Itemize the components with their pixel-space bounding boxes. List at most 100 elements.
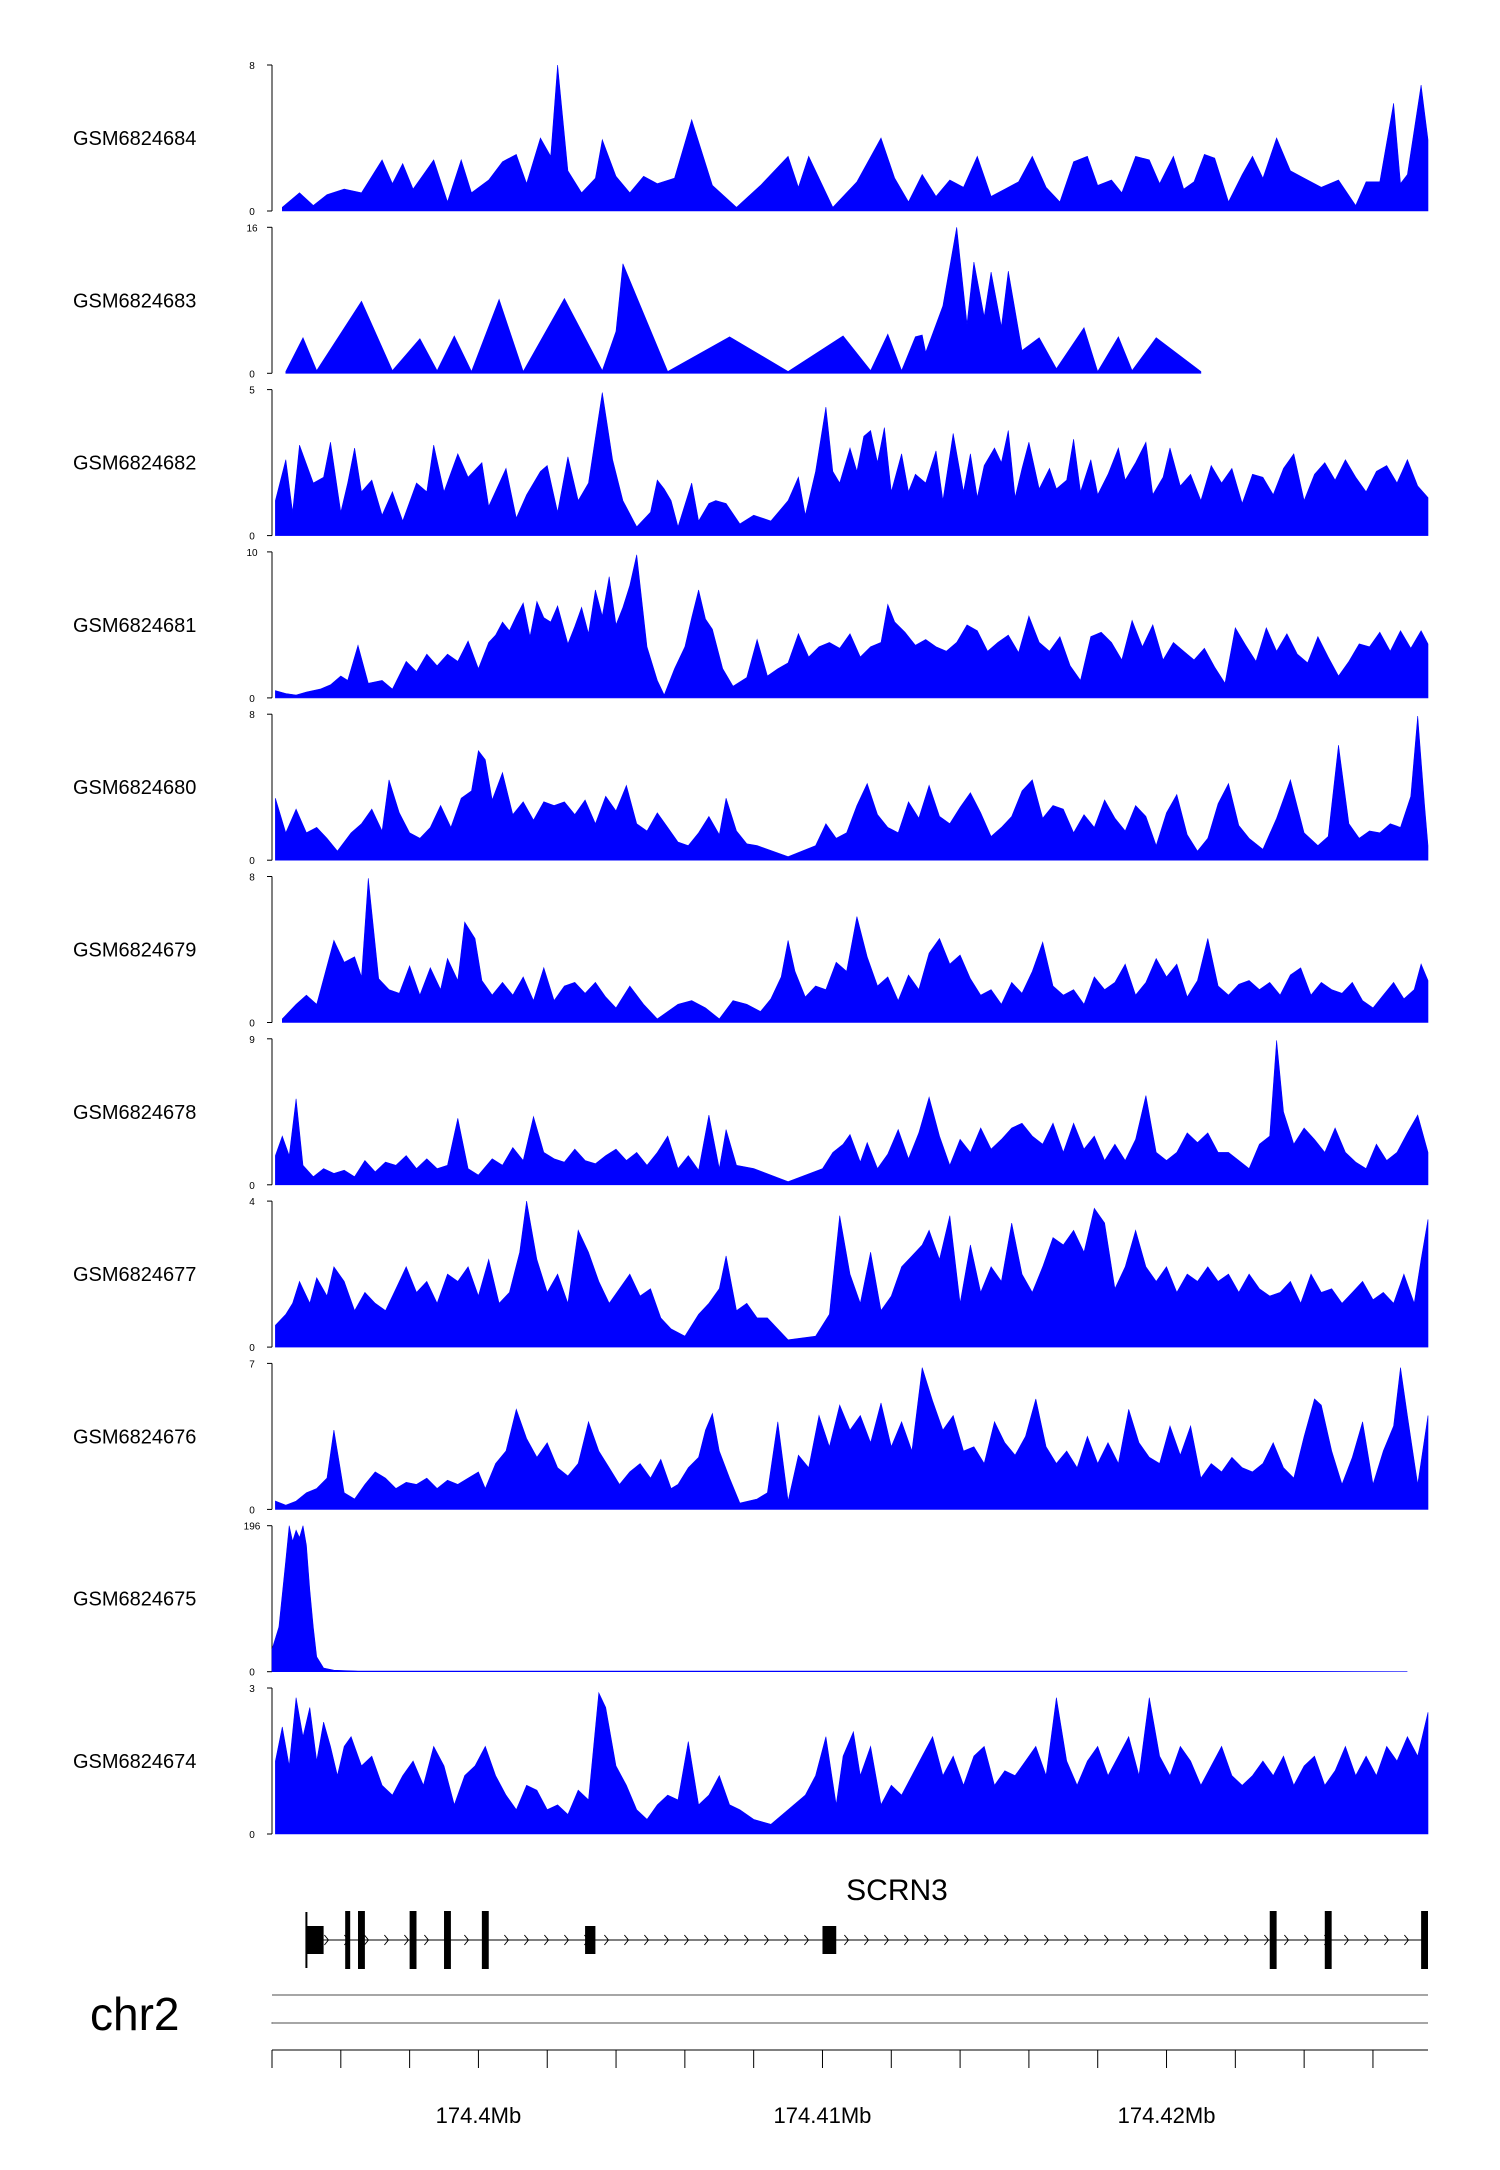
strand-arrow	[1004, 1934, 1010, 1946]
y-tick-label-min: 0	[249, 1505, 255, 1516]
strand-arrow	[1384, 1934, 1390, 1946]
strand-arrow	[464, 1934, 470, 1946]
track-GSM6824682: 5 0 GSM6824682	[73, 386, 1429, 543]
strand-arrow	[1164, 1934, 1170, 1946]
y-tick-label-min: 0	[249, 856, 255, 867]
y-tick-label-max: 9	[249, 1035, 255, 1046]
y-tick-label-min: 0	[249, 1830, 255, 1841]
strand-arrow	[1104, 1934, 1110, 1946]
y-tick-label-max: 8	[249, 873, 255, 884]
track-label: GSM6824682	[73, 453, 196, 475]
y-tick-label-max: 10	[246, 548, 258, 559]
strand-arrow	[1264, 1934, 1270, 1946]
exon-11	[1421, 1911, 1428, 1969]
y-tick-label-max: 7	[249, 1359, 255, 1370]
y-tick-label-min: 0	[249, 1019, 255, 1030]
strand-arrow	[704, 1934, 710, 1946]
strand-arrow	[384, 1934, 390, 1946]
strand-arrow	[544, 1934, 550, 1946]
strand-arrow	[564, 1934, 570, 1946]
strand-arrow	[724, 1934, 730, 1946]
strand-arrow	[424, 1934, 430, 1946]
exon-6	[481, 1911, 489, 1969]
y-tick-label-min: 0	[249, 207, 255, 218]
track-GSM6824674: 3 0 GSM6824674	[73, 1684, 1429, 1841]
exon-3	[358, 1911, 365, 1969]
x-tick-label: 174.41Mb	[774, 2103, 872, 2128]
exon-9	[1269, 1911, 1277, 1969]
strand-arrow	[664, 1934, 670, 1946]
strand-arrow	[1044, 1934, 1050, 1946]
strand-arrow	[1364, 1934, 1370, 1946]
y-tick-label-max: 8	[249, 710, 255, 721]
strand-arrow	[924, 1934, 930, 1946]
coverage-area	[275, 1367, 1429, 1510]
strand-arrow	[1244, 1934, 1250, 1946]
strand-arrow	[1184, 1934, 1190, 1946]
x-tick-label: 174.4Mb	[436, 2103, 522, 2128]
exon-10	[1324, 1911, 1332, 1969]
strand-arrow	[1124, 1934, 1130, 1946]
strand-arrow	[1304, 1934, 1310, 1946]
strand-arrow	[504, 1934, 510, 1946]
exon-4	[409, 1911, 417, 1969]
track-GSM6824678: 9 0 GSM6824678	[73, 1035, 1429, 1192]
track-label: GSM6824676	[73, 1426, 196, 1448]
y-tick-label-max: 3	[249, 1684, 255, 1695]
chromosome-label: chr2	[90, 1988, 179, 2040]
track-GSM6824683: 16 0 GSM6824683	[73, 223, 1202, 380]
track-GSM6824676: 7 0 GSM6824676	[73, 1359, 1429, 1516]
track-GSM6824680: 8 0 GSM6824680	[73, 710, 1429, 867]
coverage-area	[275, 715, 1429, 861]
coverage-area	[275, 1691, 1429, 1835]
track-GSM6824679: 8 0 GSM6824679	[73, 873, 1429, 1030]
gene-annotation: SCRN3	[305, 1874, 1428, 1969]
track-label: GSM6824675	[73, 1589, 196, 1611]
strand-arrow	[1084, 1934, 1090, 1946]
y-tick-label-min: 0	[249, 369, 255, 380]
strand-arrow	[684, 1934, 690, 1946]
chromosome-axis: chr2 174.4Mb 174.41Mb 174.42Mb	[90, 1988, 1428, 2128]
strand-arrow	[964, 1934, 970, 1946]
y-tick-label-max: 8	[249, 61, 255, 72]
strand-arrow	[524, 1934, 530, 1946]
strand-arrow	[784, 1934, 790, 1946]
track-label: GSM6824678	[73, 1102, 196, 1124]
track-label: GSM6824683	[73, 290, 196, 312]
track-GSM6824684: 8 0 GSM6824684	[73, 61, 1429, 218]
coverage-area	[285, 227, 1202, 374]
y-tick-label-max: 4	[249, 1197, 255, 1208]
strand-arrow	[644, 1934, 650, 1946]
strand-arrow	[944, 1934, 950, 1946]
strand-arrow	[844, 1934, 850, 1946]
y-tick-label-min: 0	[249, 532, 255, 543]
exon-2	[345, 1911, 351, 1969]
y-tick-label-max: 196	[244, 1522, 261, 1533]
strand-arrow	[604, 1934, 610, 1946]
coverage-area	[282, 878, 1429, 1023]
strand-arrow	[624, 1934, 630, 1946]
strand-arrow	[1404, 1934, 1410, 1946]
coverage-area	[275, 554, 1429, 699]
strand-arrow	[804, 1934, 810, 1946]
strand-arrow	[1204, 1934, 1210, 1946]
strand-arrow	[1024, 1934, 1030, 1946]
coverage-area	[282, 64, 1429, 212]
exon-5	[444, 1911, 451, 1969]
track-label: GSM6824681	[73, 615, 196, 637]
y-tick-label-min: 0	[249, 1668, 255, 1679]
strand-arrow	[1344, 1934, 1350, 1946]
track-label: GSM6824674	[73, 1751, 196, 1773]
strand-arrow	[884, 1934, 890, 1946]
exon-8	[822, 1926, 837, 1954]
y-tick-label-min: 0	[249, 1181, 255, 1192]
coverage-area	[275, 392, 1429, 536]
coverage-area	[275, 1201, 1429, 1348]
strand-arrow	[324, 1934, 330, 1946]
y-tick-label-max: 5	[249, 386, 255, 397]
y-tick-label-min: 0	[249, 1343, 255, 1354]
strand-arrow	[1144, 1934, 1150, 1946]
strand-arrow	[404, 1934, 410, 1946]
track-GSM6824677: 4 0 GSM6824677	[73, 1197, 1429, 1354]
